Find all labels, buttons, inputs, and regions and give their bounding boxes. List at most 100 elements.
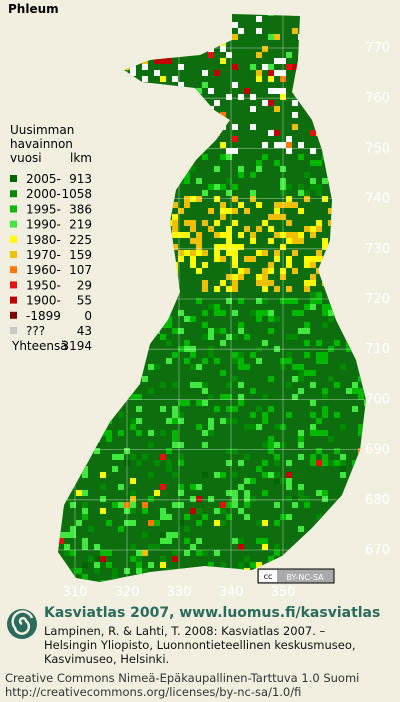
cell [292,376,298,382]
cell [310,160,316,166]
cell [82,514,88,520]
cell [172,436,178,442]
cell [226,298,232,304]
cell [376,532,382,538]
legend-count-header: lkm [70,151,92,165]
cell [340,286,346,292]
cell [214,184,220,190]
cell [160,382,166,388]
cell [232,358,238,364]
cell [274,472,280,478]
cell [214,250,220,256]
cell [88,526,94,532]
cell [304,82,310,88]
cell [316,550,322,556]
cell [94,358,100,364]
cell [82,508,88,514]
cell [160,238,166,244]
cell [316,430,322,436]
cell [238,322,244,328]
cell [280,202,286,208]
cell [184,550,190,556]
cell [94,544,100,550]
cell [328,208,334,214]
cell [208,208,214,214]
cell [268,436,274,442]
cell [250,124,256,130]
cell [298,436,304,442]
cell [196,28,202,34]
cell [238,382,244,388]
cell [226,94,232,100]
cell [334,586,340,592]
cell [364,520,366,526]
cell [106,226,112,232]
cell [256,316,262,322]
cell [286,184,292,190]
cell [118,502,124,508]
cell [148,28,154,34]
legend-label: 1995- [26,202,61,216]
cell [154,112,160,118]
cell [100,76,106,82]
cell [214,232,220,238]
cell [100,370,106,376]
cell [166,532,172,538]
cell [124,124,130,130]
cell [154,88,160,94]
cell [274,34,280,40]
cell [64,418,70,424]
cell [172,16,178,22]
cell [220,124,226,130]
cell [334,100,340,106]
cell [94,268,100,274]
cell [172,472,178,478]
cell [220,370,226,376]
cell [274,316,280,322]
cell [256,562,262,568]
cell [160,304,166,310]
cell [280,70,286,76]
cell [292,562,298,568]
cell [376,466,382,472]
cell [166,220,172,226]
cell [130,544,136,550]
cell [358,358,364,364]
cell [142,64,148,70]
cell [340,184,346,190]
cell [358,388,364,394]
cell [316,226,322,232]
cell [328,268,334,274]
cell [304,496,310,502]
cell [178,208,184,214]
cell [256,52,262,58]
cell [346,490,352,496]
cell [184,340,190,346]
legend-count: 219 [69,218,92,232]
cell [106,346,112,352]
cell [100,118,106,124]
cell [274,202,280,208]
cell [208,394,214,400]
cell [328,40,334,46]
cell [316,460,322,466]
cell [154,544,160,550]
cell [352,16,358,22]
cell [70,532,76,538]
cell [256,166,262,172]
cell [310,178,316,184]
legend-count: 913 [69,172,92,186]
cell [298,388,304,394]
cell [58,370,64,376]
cell [304,172,310,178]
cell [166,292,172,298]
cell [250,310,256,316]
cell [358,130,364,136]
cell [292,64,298,70]
cell [340,268,346,274]
cell [46,106,52,112]
cell [286,484,292,490]
cell [196,46,202,52]
cell [148,46,154,52]
legend: Uusimman havainnon vuosi lkm [10,123,92,165]
